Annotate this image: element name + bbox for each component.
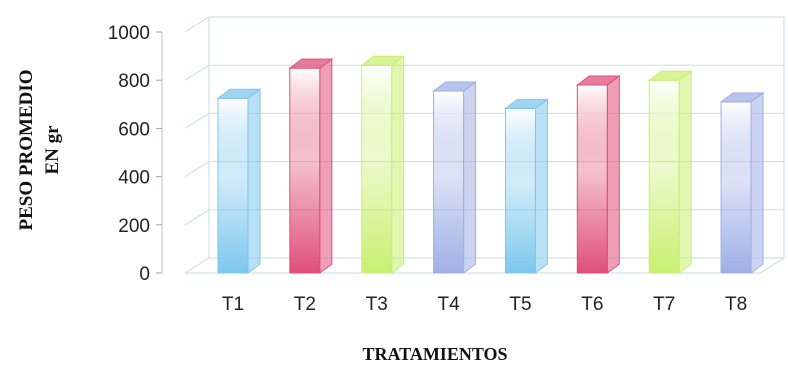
bar-t6 — [575, 75, 621, 274]
gridline — [184, 161, 784, 178]
bar-top — [575, 75, 621, 86]
bar-t7 — [647, 70, 693, 274]
bar-top — [360, 55, 406, 66]
bar-top — [647, 70, 693, 81]
x-tick-label: T7 — [653, 294, 675, 315]
x-tick-label: T6 — [581, 294, 603, 315]
bar-front — [648, 79, 680, 274]
bar-top — [216, 88, 262, 99]
bar-side — [678, 70, 692, 274]
gridline — [184, 209, 784, 226]
x-tick-label: T8 — [725, 294, 747, 315]
y-axis-label: PESO PROMEDIO EN gr — [0, 30, 80, 270]
bar-t5 — [503, 98, 549, 274]
bar-t4 — [432, 81, 478, 274]
y-tick-label: 1000 — [108, 23, 150, 44]
bar-top — [719, 92, 765, 103]
bar-side — [534, 98, 548, 274]
bar-side — [319, 58, 333, 274]
x-tick-label: T4 — [437, 294, 460, 315]
floor-edge — [185, 257, 785, 274]
x-tick-label: T5 — [509, 294, 531, 315]
x-tick-label: T3 — [366, 294, 388, 315]
bar-t3 — [360, 55, 406, 274]
bar-top — [432, 81, 478, 92]
bars — [216, 55, 765, 274]
y-tick-labels: 0 200 400 600 800 1000 — [108, 23, 162, 285]
y-axis-label-line1: PESO PROMEDIO — [16, 69, 37, 231]
x-tick-label: T1 — [222, 294, 244, 315]
bar-top — [288, 58, 334, 69]
bar-t8 — [719, 91, 765, 274]
y-tick-label: 400 — [118, 168, 150, 189]
bar-side — [606, 75, 620, 274]
x-tick-label: T2 — [294, 294, 316, 315]
y-tick-label: 800 — [118, 71, 150, 92]
bar-side — [750, 91, 764, 274]
y-axis-label-line2: EN gr — [42, 125, 63, 175]
gridline — [184, 257, 784, 274]
gridline — [184, 112, 784, 129]
bar-front — [576, 84, 608, 274]
x-axis-label: TRATAMIENTOS — [362, 344, 508, 364]
x-tick-labels: T1 T2 T3 T4 T5 T6 T7 T8 — [222, 294, 747, 315]
bar-top — [503, 98, 549, 109]
gridline — [184, 16, 784, 33]
bar-t1 — [216, 88, 262, 274]
bar-front — [217, 97, 249, 274]
bar-t2 — [288, 58, 334, 274]
grid-layer — [161, 16, 785, 274]
bar-side — [463, 81, 477, 274]
y-tick-label: 600 — [118, 119, 150, 140]
bar-front — [289, 67, 321, 274]
bar-front — [361, 64, 393, 274]
gridline — [184, 64, 784, 81]
y-tick-label: 200 — [118, 216, 150, 237]
bar-front — [433, 90, 465, 274]
bar-side — [247, 88, 261, 274]
bar-front — [504, 107, 536, 274]
y-tick-label: 0 — [139, 264, 150, 285]
bar-front — [720, 101, 752, 274]
bar-side — [391, 55, 405, 274]
